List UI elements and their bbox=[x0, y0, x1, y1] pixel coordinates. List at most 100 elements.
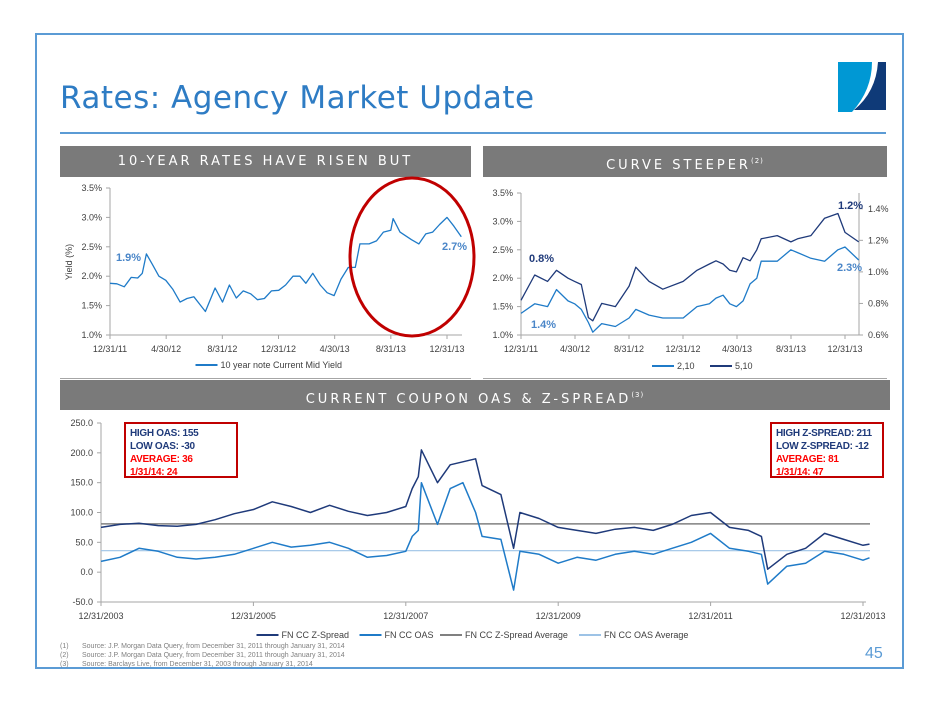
legend-label: 10 year note Current Mid Yield bbox=[221, 360, 343, 370]
latest-oas: 1/31/14: 24 bbox=[130, 467, 178, 478]
series-line-10yr bbox=[109, 216, 462, 313]
series-line-z-spread bbox=[100, 449, 870, 570]
x-tick-label: 12/31/11 bbox=[93, 344, 127, 354]
page-number: 45 bbox=[865, 645, 883, 662]
x-tick-label: 12/31/11 bbox=[504, 344, 538, 354]
page-title: Rates: Agency Market Update bbox=[60, 80, 535, 116]
section-title: CURVE STEEPER bbox=[606, 158, 751, 173]
x-tick-label: 12/31/12 bbox=[665, 344, 700, 354]
footnote-ref: (3) bbox=[631, 391, 645, 399]
data-label: 1.2% bbox=[838, 200, 863, 212]
legend-label: 5,10 bbox=[735, 361, 753, 371]
y-tick-label: -50.0 bbox=[72, 597, 93, 607]
footnote-text: Source: J.P. Morgan Data Query, from Dec… bbox=[82, 652, 345, 659]
legend-label: FN CC Z-Spread bbox=[282, 630, 350, 640]
data-label: 1.4% bbox=[531, 319, 556, 331]
x-tick-label: 12/31/2007 bbox=[383, 611, 428, 621]
y2-tick-label: 0.6% bbox=[868, 330, 889, 340]
x-tick-label: 8/31/12 bbox=[207, 344, 237, 354]
y-tick-label: 1.5% bbox=[492, 302, 513, 312]
y-tick-label: 0.0 bbox=[80, 567, 93, 577]
average-z-spread: AVERAGE: 81 bbox=[776, 454, 839, 465]
y-tick-label: 150.0 bbox=[70, 478, 93, 488]
y2-tick-label: 1.4% bbox=[868, 204, 889, 214]
y2-tick-label: 1.0% bbox=[868, 267, 889, 277]
z-spread-stats-box: HIGH Z-SPREAD: 211 LOW Z-SPREAD: -12 AVE… bbox=[770, 422, 884, 478]
x-tick-label: 12/31/2009 bbox=[536, 611, 581, 621]
low-z-spread: LOW Z-SPREAD: -12 bbox=[776, 441, 869, 452]
y2-tick-label: 1.2% bbox=[868, 235, 889, 245]
y-tick-label: 200.0 bbox=[70, 448, 93, 458]
x-tick-label: 8/31/13 bbox=[376, 344, 406, 354]
y-tick-label: 1.5% bbox=[81, 301, 102, 311]
divider bbox=[60, 378, 471, 379]
oas-stats-box: HIGH OAS: 155 LOW OAS: -30 AVERAGE: 36 1… bbox=[124, 422, 238, 478]
x-tick-label: 12/31/12 bbox=[261, 344, 296, 354]
x-tick-label: 4/30/12 bbox=[560, 344, 590, 354]
data-label: 2.7% bbox=[442, 241, 467, 253]
y-tick-label: 2.5% bbox=[81, 242, 102, 252]
y-tick-label: 250.0 bbox=[70, 418, 93, 428]
y-tick-label: 2.0% bbox=[492, 273, 513, 283]
x-tick-label: 8/31/13 bbox=[776, 344, 806, 354]
footnote: (3) Source: Barclays Live, from December … bbox=[60, 661, 313, 668]
high-z-spread: HIGH Z-SPREAD: 211 bbox=[776, 428, 872, 439]
legend-label: FN CC OAS bbox=[385, 630, 434, 640]
data-label: 1.9% bbox=[116, 252, 141, 264]
high-oas: HIGH OAS: 155 bbox=[130, 428, 199, 439]
y-tick-label: 3.5% bbox=[492, 188, 513, 198]
footnote-number: (1) bbox=[60, 643, 69, 650]
x-tick-label: 12/31/13 bbox=[827, 344, 862, 354]
footnote-ref: (2) bbox=[750, 157, 764, 165]
footnote-text: Source: J.P. Morgan Data Query, from Dec… bbox=[82, 643, 345, 650]
footnote-number: (2) bbox=[60, 652, 69, 659]
footnote-text: Source: Barclays Live, from December 31,… bbox=[82, 661, 313, 668]
slide-frame bbox=[35, 33, 904, 669]
footnote-number: (3) bbox=[60, 661, 69, 668]
legend-label: 2,10 bbox=[677, 361, 695, 371]
x-tick-label: 12/31/2003 bbox=[78, 611, 123, 621]
y-tick-label: 3.5% bbox=[81, 183, 102, 193]
section-header-10yr: 10-YEAR RATES HAVE RISEN BUT STABILIZED(… bbox=[60, 146, 471, 204]
series-line-5-10 bbox=[520, 212, 860, 322]
title-divider bbox=[60, 132, 886, 134]
x-tick-label: 4/30/13 bbox=[320, 344, 350, 354]
x-tick-label: 12/31/2005 bbox=[231, 611, 276, 621]
x-tick-label: 12/31/13 bbox=[429, 344, 464, 354]
footnote: (2) Source: J.P. Morgan Data Query, from … bbox=[60, 652, 345, 659]
latest-z-spread: 1/31/14: 47 bbox=[776, 467, 824, 478]
y-tick-label: 3.0% bbox=[81, 212, 102, 222]
section-title: CURRENT COUPON OAS & Z-SPREAD bbox=[305, 392, 632, 407]
average-oas: AVERAGE: 36 bbox=[130, 454, 193, 465]
corporate-logo bbox=[838, 62, 886, 112]
divider bbox=[483, 378, 887, 379]
y-axis-label: Yield (%) bbox=[64, 244, 74, 280]
y-tick-label: 50.0 bbox=[75, 537, 93, 547]
x-tick-label: 8/31/12 bbox=[614, 344, 644, 354]
legend-label: FN CC Z-Spread Average bbox=[465, 630, 568, 640]
y2-tick-label: 0.8% bbox=[868, 298, 889, 308]
y-tick-label: 3.0% bbox=[492, 216, 513, 226]
highlight-ellipse bbox=[348, 176, 476, 338]
data-label: 0.8% bbox=[529, 253, 554, 265]
x-tick-label: 4/30/13 bbox=[722, 344, 752, 354]
footnote-ref: (1) bbox=[311, 188, 325, 196]
low-oas: LOW OAS: -30 bbox=[130, 441, 195, 452]
x-tick-label: 4/30/12 bbox=[151, 344, 181, 354]
series-line-oas bbox=[100, 481, 870, 591]
section-title: 10-YEAR RATES HAVE RISEN BUT STABILIZED bbox=[117, 154, 414, 204]
section-header-oas: CURRENT COUPON OAS & Z-SPREAD(3) bbox=[60, 380, 890, 410]
y-tick-label: 100.0 bbox=[70, 508, 93, 518]
series-line-2-10 bbox=[520, 246, 860, 333]
footnote: (1) Source: J.P. Morgan Data Query, from … bbox=[60, 643, 345, 650]
y-tick-label: 2.0% bbox=[81, 271, 102, 281]
legend-label: FN CC OAS Average bbox=[604, 630, 688, 640]
data-label: 2.3% bbox=[837, 262, 862, 274]
x-tick-label: 12/31/2013 bbox=[840, 611, 885, 621]
x-tick-label: 12/31/2011 bbox=[688, 611, 732, 621]
y-tick-label: 2.5% bbox=[492, 245, 513, 255]
section-header-curve: CURVE STEEPER(2) bbox=[483, 146, 887, 177]
y-tick-label: 1.0% bbox=[492, 330, 513, 340]
y-tick-label: 1.0% bbox=[81, 330, 102, 340]
